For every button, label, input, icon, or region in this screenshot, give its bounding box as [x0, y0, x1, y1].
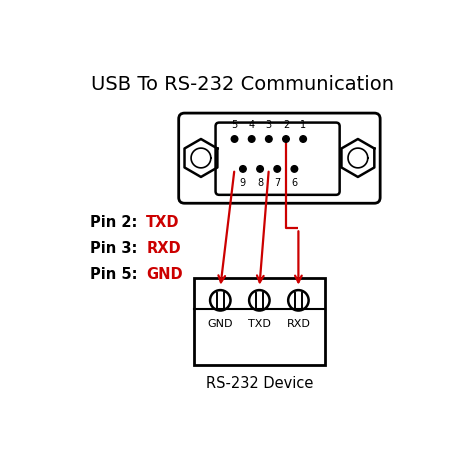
- Circle shape: [283, 136, 289, 142]
- Circle shape: [274, 165, 281, 172]
- Text: 8: 8: [257, 178, 263, 189]
- FancyBboxPatch shape: [179, 113, 380, 203]
- Text: 3: 3: [266, 120, 272, 130]
- Text: TXD: TXD: [248, 319, 271, 328]
- Circle shape: [257, 165, 264, 172]
- Text: 6: 6: [292, 178, 298, 189]
- Circle shape: [248, 136, 255, 142]
- Text: RXD: RXD: [146, 241, 181, 256]
- Text: USB To RS-232 Communication: USB To RS-232 Communication: [91, 75, 394, 94]
- Text: 7: 7: [274, 178, 280, 189]
- Circle shape: [240, 165, 246, 172]
- Text: 2: 2: [283, 120, 289, 130]
- FancyBboxPatch shape: [216, 123, 340, 195]
- Text: Pin 3:: Pin 3:: [90, 241, 137, 256]
- Text: TXD: TXD: [146, 216, 180, 230]
- Text: 9: 9: [240, 178, 246, 189]
- Text: 1: 1: [300, 120, 306, 130]
- Bar: [194, 278, 325, 365]
- Text: 4: 4: [249, 120, 255, 130]
- Text: GND: GND: [146, 266, 183, 282]
- Circle shape: [265, 136, 272, 142]
- Circle shape: [300, 136, 306, 142]
- Text: 5: 5: [231, 120, 237, 130]
- Text: Pin 5:: Pin 5:: [90, 266, 137, 282]
- Circle shape: [291, 165, 298, 172]
- Text: GND: GND: [208, 319, 233, 328]
- Circle shape: [231, 136, 238, 142]
- Text: RS-232 Device: RS-232 Device: [206, 376, 313, 391]
- Text: Pin 2:: Pin 2:: [90, 216, 137, 230]
- Text: RXD: RXD: [286, 319, 310, 328]
